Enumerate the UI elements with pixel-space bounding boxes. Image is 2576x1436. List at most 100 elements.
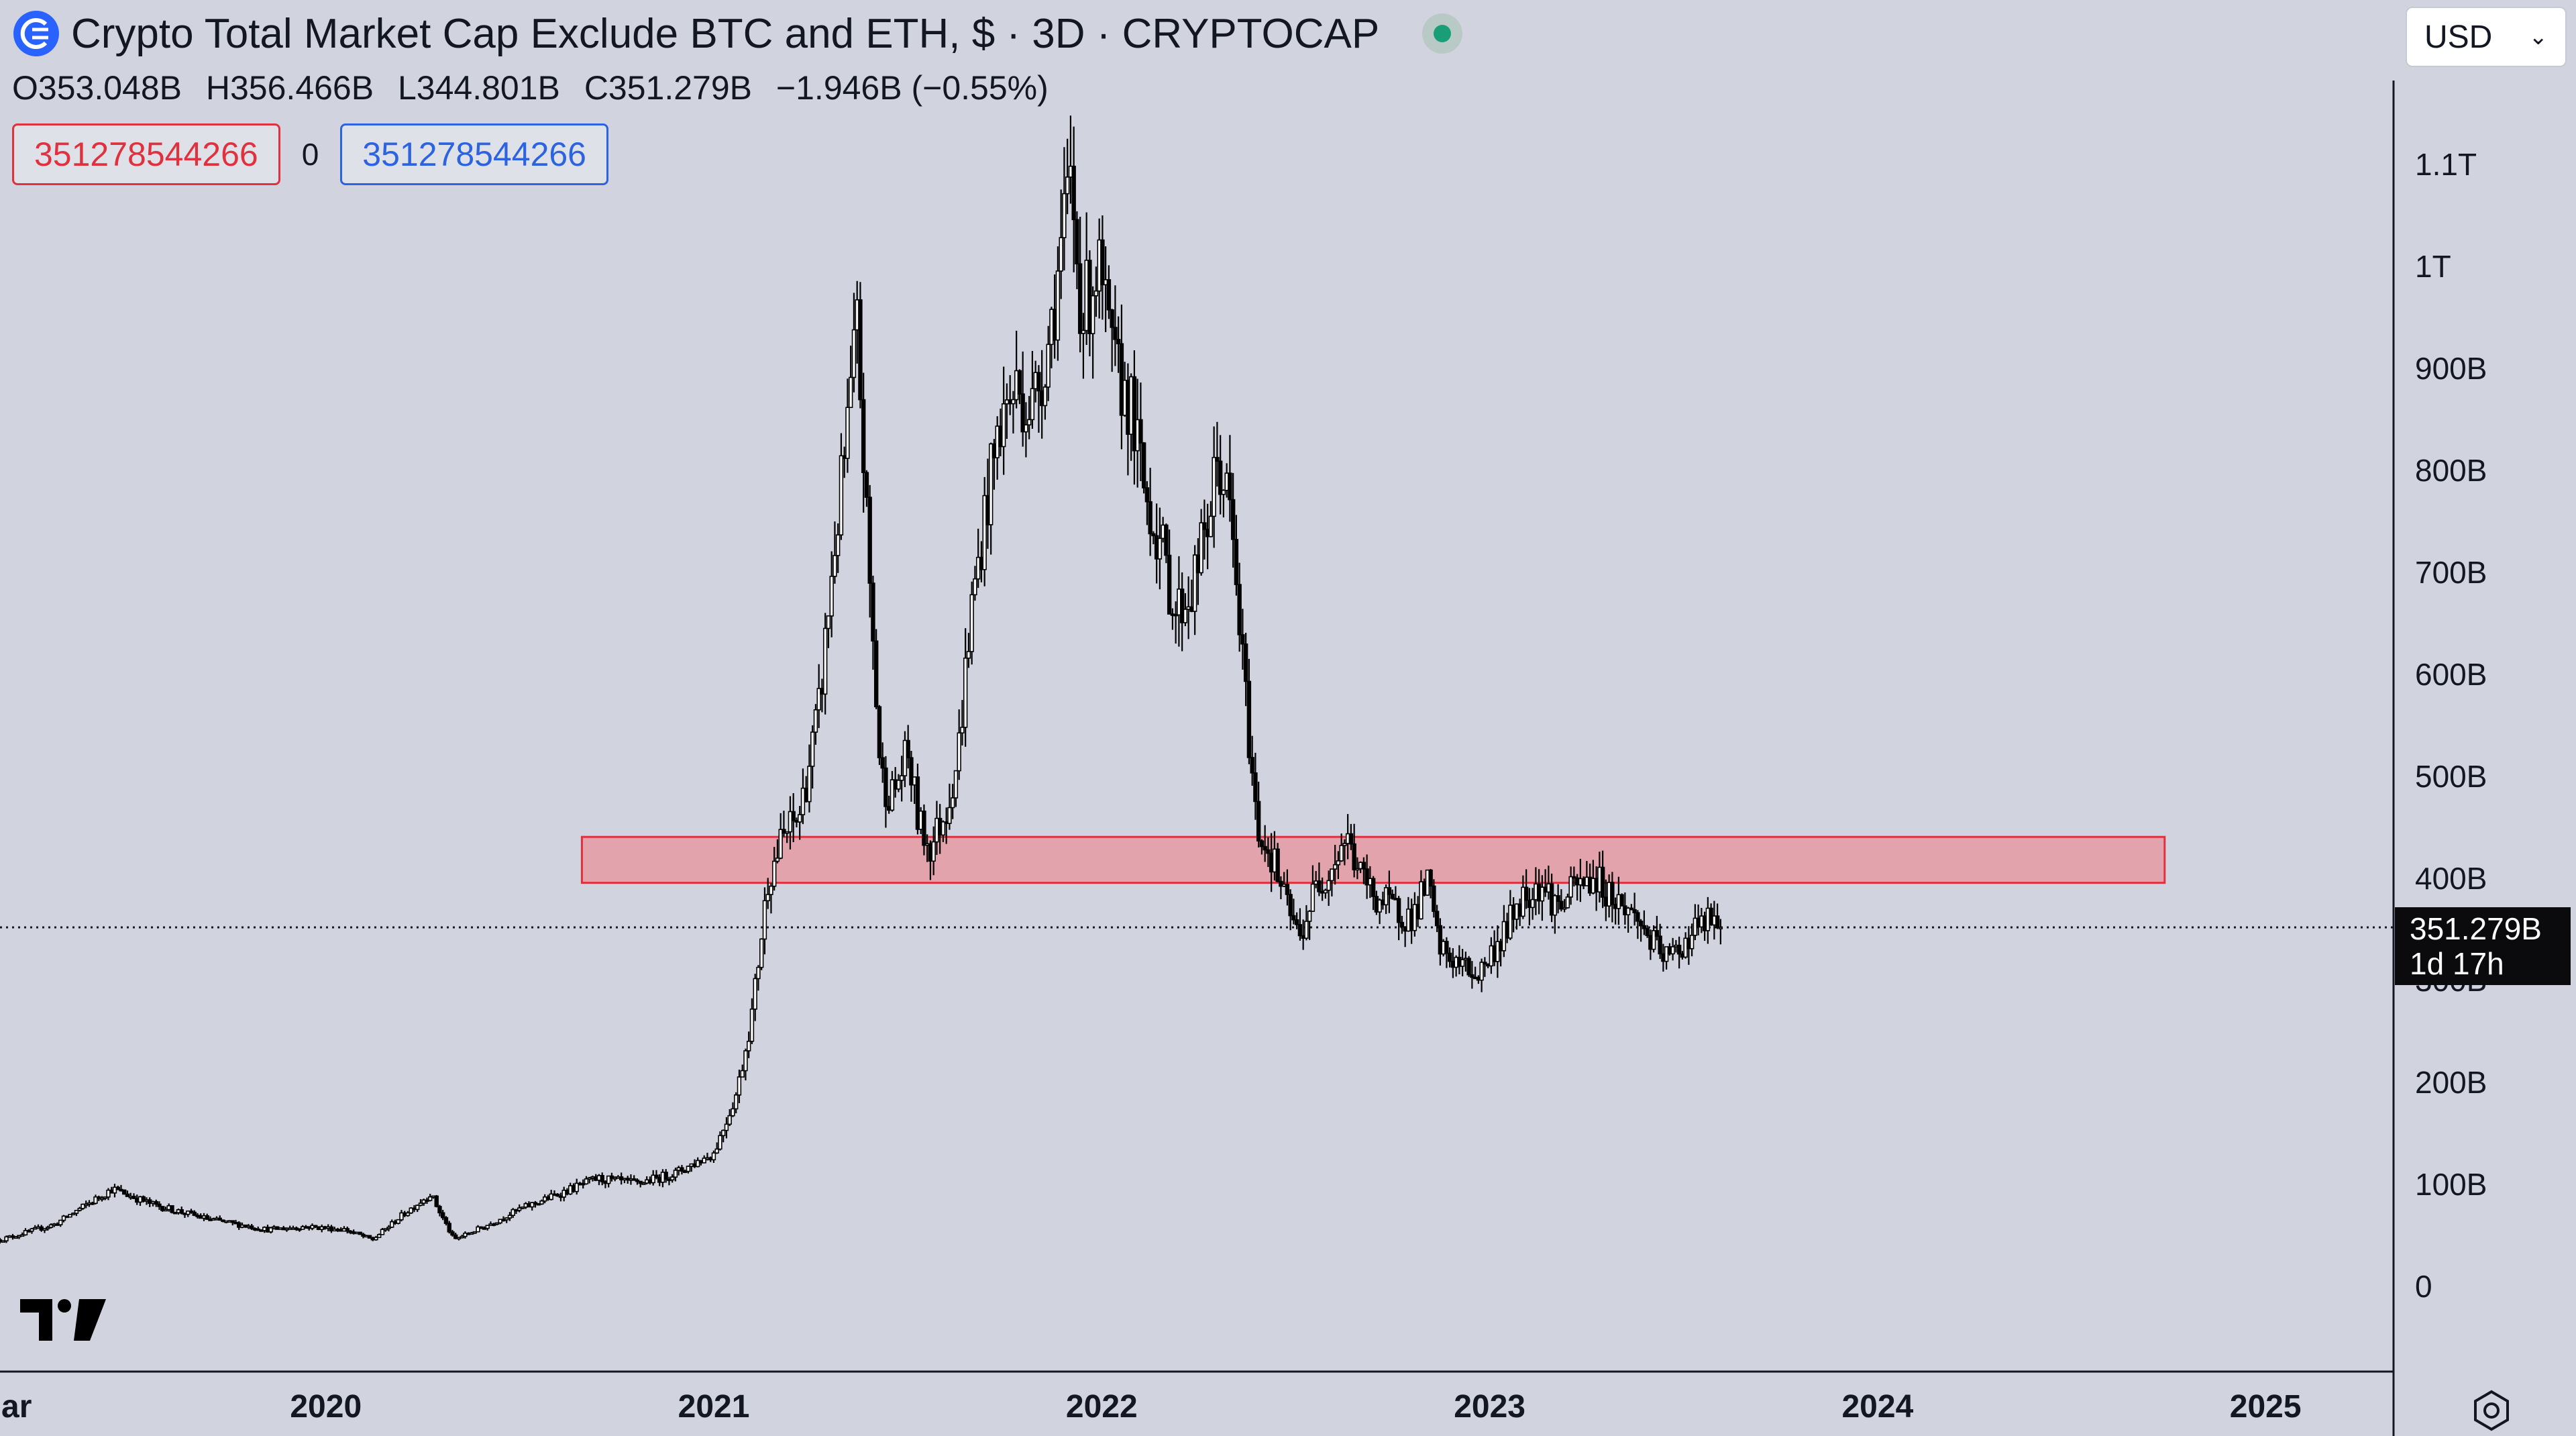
candle-362 <box>1151 531 1156 545</box>
candle-416 <box>1323 888 1328 899</box>
candle-57 <box>179 1207 184 1215</box>
candle-225 <box>714 1142 719 1154</box>
y-tick-label-7: 700B <box>2415 555 2487 590</box>
candle-492 <box>1565 893 1570 909</box>
candle-439 <box>1396 896 1401 941</box>
candle-109 <box>345 1226 350 1234</box>
candle-274 <box>871 575 875 670</box>
candle-420 <box>1336 851 1341 879</box>
candle-410 <box>1304 905 1309 941</box>
settings-gear-icon[interactable] <box>2470 1389 2513 1432</box>
candle-73 <box>230 1220 235 1226</box>
candle-449 <box>1428 869 1433 899</box>
candle-474 <box>1508 890 1513 940</box>
y-tick-label-6: 600B <box>2415 657 2487 692</box>
candle-125 <box>396 1219 400 1225</box>
candle-234 <box>743 1048 748 1081</box>
candle-214 <box>680 1165 684 1175</box>
candle-69 <box>217 1215 222 1221</box>
candle-285 <box>906 725 910 769</box>
candle-245 <box>778 813 783 860</box>
candle-263 <box>835 523 841 573</box>
candle-436 <box>1387 870 1392 913</box>
candle-459 <box>1460 949 1465 976</box>
candle-321 <box>1020 351 1025 447</box>
currency-value: USD <box>2424 19 2493 55</box>
candle-424 <box>1348 823 1354 850</box>
candle-478 <box>1521 875 1525 919</box>
candle-241 <box>765 878 770 909</box>
candle-221 <box>702 1155 706 1164</box>
candle-428 <box>1361 857 1366 884</box>
candle-326 <box>1036 365 1041 433</box>
candle-189 <box>600 1172 604 1186</box>
x-tick-label-4: 2023 <box>1454 1389 1525 1425</box>
candle-360 <box>1144 481 1150 525</box>
candle-34 <box>106 1188 111 1200</box>
candle-61 <box>192 1210 197 1217</box>
candle-142 <box>450 1229 455 1237</box>
candle-425 <box>1352 823 1356 878</box>
candle-131 <box>415 1204 420 1213</box>
candle-377 <box>1199 509 1203 576</box>
x-tick-label-5: 2024 <box>1841 1389 1913 1425</box>
candle-437 <box>1390 889 1395 900</box>
candle-323 <box>1026 396 1032 440</box>
candle-421 <box>1339 833 1344 862</box>
candle-435 <box>1383 884 1389 915</box>
candle-300 <box>953 770 959 807</box>
candle-344 <box>1093 266 1099 317</box>
candle-513 <box>1632 892 1637 926</box>
candle-202 <box>641 1182 646 1185</box>
candle-181 <box>574 1178 579 1195</box>
candle-417 <box>1326 870 1331 907</box>
candle-54 <box>170 1205 174 1214</box>
candle-261 <box>829 551 834 637</box>
candle-527 <box>1676 936 1682 969</box>
candle-382 <box>1215 421 1220 487</box>
market-status-indicator[interactable] <box>1422 13 1463 54</box>
buy-value-box[interactable]: 351278544266 <box>340 123 608 185</box>
candle-290 <box>922 804 926 856</box>
candle-340 <box>1081 313 1086 379</box>
candle-259 <box>822 613 828 715</box>
candle-19 <box>58 1219 63 1227</box>
candle-209 <box>663 1169 668 1183</box>
candle-301 <box>957 709 961 780</box>
candle-20 <box>61 1215 66 1223</box>
y-tick-label-8: 800B <box>2415 453 2487 488</box>
candle-455 <box>1447 947 1452 968</box>
candle-446 <box>1419 870 1424 920</box>
candle-282 <box>896 774 901 792</box>
candle-411 <box>1307 910 1312 940</box>
candle-404 <box>1285 869 1290 906</box>
candle-391 <box>1243 632 1248 707</box>
candle-318 <box>1011 391 1016 434</box>
candle-36 <box>112 1184 117 1198</box>
candle-509 <box>1619 893 1624 907</box>
candle-491 <box>1562 899 1567 913</box>
candle-272 <box>864 470 869 507</box>
candle-481 <box>1530 888 1535 920</box>
sell-value-box[interactable]: 351278544266 <box>12 123 280 185</box>
tradingview-logo-icon[interactable] <box>20 1296 107 1343</box>
candle-419 <box>1332 845 1338 885</box>
candle-465 <box>1479 958 1484 992</box>
candle-350 <box>1113 285 1118 366</box>
currency-select[interactable]: USD ⌄ <box>2406 7 2567 67</box>
candle-129 <box>409 1207 413 1215</box>
candle-351 <box>1116 316 1121 373</box>
trade-value-boxes: 351278544266 0 351278544266 <box>12 123 608 185</box>
ohlc-close: C351.279B <box>584 69 753 107</box>
candle-322 <box>1024 402 1028 458</box>
candle-277 <box>880 742 885 783</box>
candle-490 <box>1559 889 1564 912</box>
candle-299 <box>950 784 955 819</box>
y-tick-label-4: 400B <box>2415 861 2487 896</box>
candle-254 <box>807 744 812 813</box>
cryptocap-symbol-icon <box>13 11 59 56</box>
candle-25 <box>77 1207 82 1212</box>
candle-358 <box>1138 382 1143 482</box>
candle-375 <box>1192 545 1197 635</box>
